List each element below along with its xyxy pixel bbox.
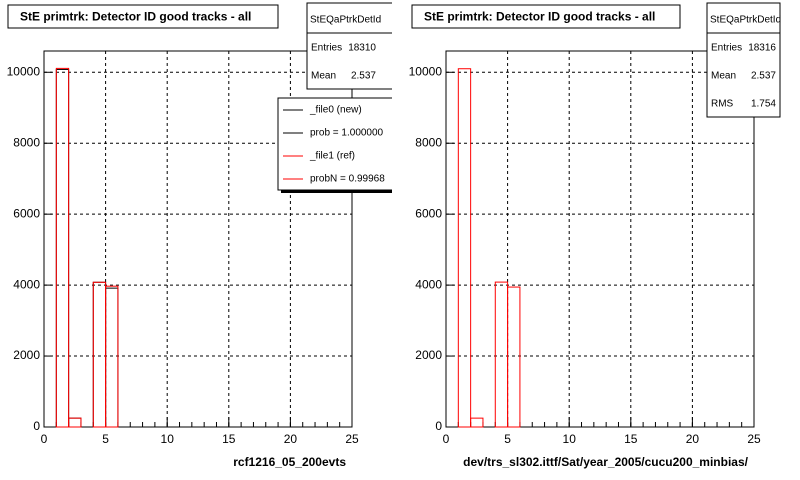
y-tick-label: 10000 <box>409 64 443 78</box>
stats-value: 1.754 <box>751 99 776 110</box>
stats-label: Mean <box>711 71 736 82</box>
y-tick-label: 4000 <box>415 277 442 291</box>
x-tick-label: 10 <box>563 432 577 446</box>
x-tick-label: 15 <box>624 432 638 446</box>
y-tick-label: 10000 <box>7 64 41 78</box>
chart-title: StE primtrk: Detector ID good tracks - a… <box>424 10 655 24</box>
y-tick-label: 6000 <box>415 206 442 220</box>
stats-label: Entries <box>311 43 342 54</box>
histogram-bar <box>507 286 521 428</box>
x-tick-label: 20 <box>686 432 700 446</box>
stats-box <box>306 2 392 90</box>
stats-label: RMS <box>711 99 734 110</box>
y-tick-label: 2000 <box>415 348 442 362</box>
histogram-bar <box>470 417 484 428</box>
x-tick-label: 0 <box>41 432 48 446</box>
histogram-bar <box>68 417 82 428</box>
histogram-bar <box>55 67 70 428</box>
chart-title: StE primtrk: Detector ID good tracks - a… <box>20 10 251 24</box>
histogram-bar <box>105 285 119 428</box>
x-tick-label: 25 <box>747 432 761 446</box>
x-tick-label: 10 <box>161 432 175 446</box>
stats-title: StEQaPtrkDetId <box>710 15 781 26</box>
plot-frame <box>43 50 353 428</box>
stats-value: 18316 <box>748 43 776 54</box>
x-tick-label: 0 <box>443 432 450 446</box>
stats-value: 2.537 <box>351 71 376 82</box>
legend-label: prob = 1.000000 <box>310 128 384 139</box>
stats-title: StEQaPtrkDetId <box>310 15 381 26</box>
x-tick-label: 5 <box>504 432 511 446</box>
stats-value: 2.537 <box>751 71 776 82</box>
plot-frame <box>445 50 755 428</box>
x-tick-label: 5 <box>102 432 109 446</box>
histogram-bar <box>457 68 472 428</box>
y-tick-label: 8000 <box>13 135 40 149</box>
stats-label: Mean <box>311 71 336 82</box>
x-tick-label: 20 <box>284 432 298 446</box>
panel: 0 2000 4000 6000 8000 10000 0 5 10 15 20 25 StE prim… <box>409 2 781 469</box>
x-tick-label: 15 <box>222 432 236 446</box>
x-tick-label: 25 <box>345 432 359 446</box>
y-tick-label: 8000 <box>415 135 442 149</box>
stats-box <box>706 2 781 118</box>
y-tick-label: 6000 <box>13 206 40 220</box>
x-axis-label: rcf1216_05_200evts <box>233 455 346 469</box>
panel: 0 2000 4000 6000 8000 10000 0 5 10 15 20 25 StE prim… <box>7 2 392 469</box>
legend-label: _file0 (new) <box>309 105 362 116</box>
legend-label: _file1 (ref) <box>309 151 355 162</box>
x-axis-label: dev/trs_sl302.ittf/Sat/year_2005/cucu200… <box>463 455 748 469</box>
legend-label: probN = 0.99968 <box>310 174 385 185</box>
stats-label: Entries <box>711 43 742 54</box>
y-tick-label: 0 <box>33 419 40 433</box>
title-box <box>411 4 681 29</box>
stats-value: 18310 <box>348 43 376 54</box>
legend-box <box>277 97 392 191</box>
y-tick-label: 2000 <box>13 348 40 362</box>
y-tick-label: 0 <box>435 419 442 433</box>
title-box <box>7 4 279 29</box>
y-tick-label: 4000 <box>13 277 40 291</box>
